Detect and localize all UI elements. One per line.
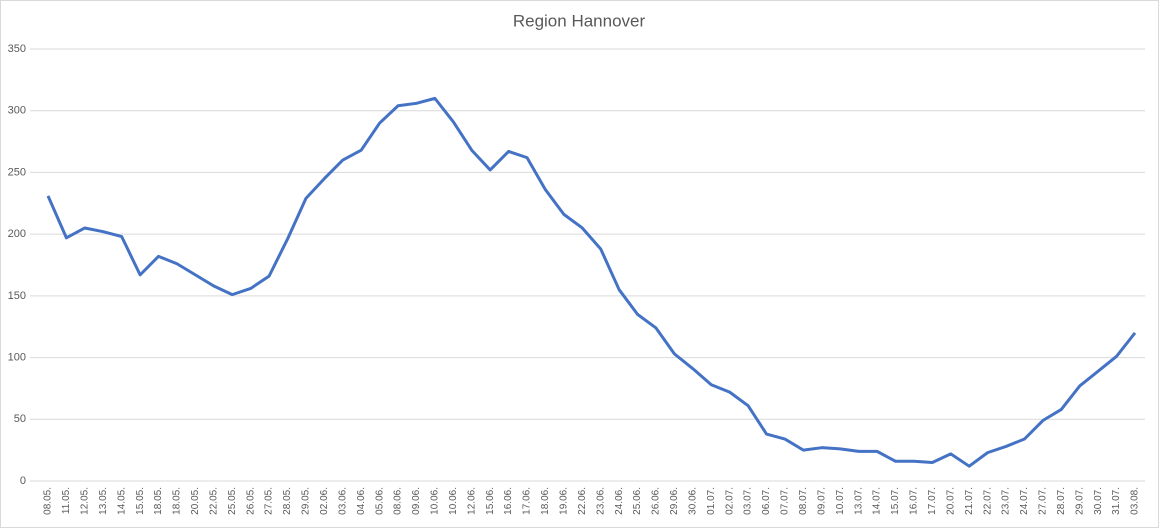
x-tick-label: 04.06. <box>356 487 367 515</box>
x-tick-label: 22.07. <box>982 487 993 515</box>
x-tick-label: 06.07. <box>761 487 772 515</box>
x-tick-label: 05.06. <box>374 487 385 515</box>
x-tick-label: 08.07. <box>798 487 809 515</box>
x-tick-label: 27.05. <box>264 487 275 515</box>
x-tick-label: 14.05. <box>116 487 127 515</box>
y-tick-label: 150 <box>8 290 26 302</box>
x-tick-label: 22.06. <box>577 487 588 515</box>
x-tick-label: 15.06. <box>485 487 496 515</box>
chart-title: Region Hannover <box>513 11 646 30</box>
x-tick-label: 07.07. <box>780 487 791 515</box>
x-tick-label: 29.07. <box>1074 487 1085 515</box>
x-tick-label: 18.05. <box>153 487 164 515</box>
x-tick-label: 30.07. <box>1093 487 1104 515</box>
x-tick-label: 28.07. <box>1056 487 1067 515</box>
x-tick-label: 24.07. <box>1019 487 1030 515</box>
x-tick-label: 23.07. <box>1001 487 1012 515</box>
x-tick-label: 20.05. <box>190 487 201 515</box>
x-tick-label: 21.07. <box>964 487 975 515</box>
x-tick-label: 12.05. <box>79 487 90 515</box>
x-tick-label: 10.06. <box>430 487 441 515</box>
x-tick-label: 18.05. <box>172 487 183 515</box>
x-tick-label: 20.07. <box>945 487 956 515</box>
x-tick-label: 10.07. <box>835 487 846 515</box>
x-tick-label: 28.05. <box>282 487 293 515</box>
x-tick-label: 26.05. <box>245 487 256 515</box>
x-tick-label: 17.06. <box>522 487 533 515</box>
x-tick-label: 11.05. <box>61 487 72 514</box>
y-tick-label: 0 <box>20 475 26 487</box>
x-tick-label: 02.07. <box>724 487 735 515</box>
x-tick-label: 03.06. <box>337 487 348 515</box>
x-tick-label: 24.06. <box>614 487 625 515</box>
x-tick-label: 13.07. <box>853 487 864 515</box>
x-tick-label: 08.05. <box>43 487 54 515</box>
data-line <box>46 96 1137 468</box>
y-tick-label: 250 <box>8 166 26 178</box>
x-tick-label: 22.05. <box>208 487 219 515</box>
x-tick-label: 27.07. <box>1038 487 1049 515</box>
x-tick-label: 16.07. <box>909 487 920 515</box>
x-tick-label: 19.06. <box>559 487 570 515</box>
x-tick-label: 16.06. <box>503 487 514 515</box>
x-tick-label: 25.05. <box>227 487 238 515</box>
x-tick-label: 14.07. <box>872 487 883 515</box>
y-tick-label: 200 <box>8 228 26 240</box>
x-tick-label: 10.06. <box>448 487 459 515</box>
x-tick-label: 30.06. <box>687 487 698 515</box>
x-tick-label: 12.06. <box>466 487 477 515</box>
x-tick-label: 03.08. <box>1130 487 1141 515</box>
x-tick-label: 26.06. <box>651 487 662 515</box>
x-tick-label: 03.07. <box>743 487 754 515</box>
x-tick-label: 13.05. <box>98 487 109 515</box>
x-tick-label: 08.06. <box>393 487 404 515</box>
y-tick-label: 100 <box>8 351 26 363</box>
x-tick-label: 29.05. <box>301 487 312 515</box>
x-tick-label: 29.06. <box>669 487 680 515</box>
x-tick-label: 18.06. <box>540 487 551 515</box>
x-tick-label: 31.07. <box>1111 487 1122 515</box>
x-tick-label: 15.07. <box>890 487 901 515</box>
x-tick-label: 15.05. <box>135 487 146 515</box>
x-tick-label: 17.07. <box>927 487 938 515</box>
y-tick-label: 300 <box>8 105 26 117</box>
y-tick-label: 350 <box>8 43 26 55</box>
x-tick-label: 02.06. <box>319 487 330 515</box>
x-tick-label: 23.06. <box>595 487 606 515</box>
x-tick-label: 25.06. <box>632 487 643 515</box>
x-tick-label: 09.07. <box>816 487 827 515</box>
y-tick-label: 50 <box>14 413 26 425</box>
x-tick-label: 09.06. <box>411 487 422 515</box>
x-tick-label: 01.07. <box>706 487 717 515</box>
